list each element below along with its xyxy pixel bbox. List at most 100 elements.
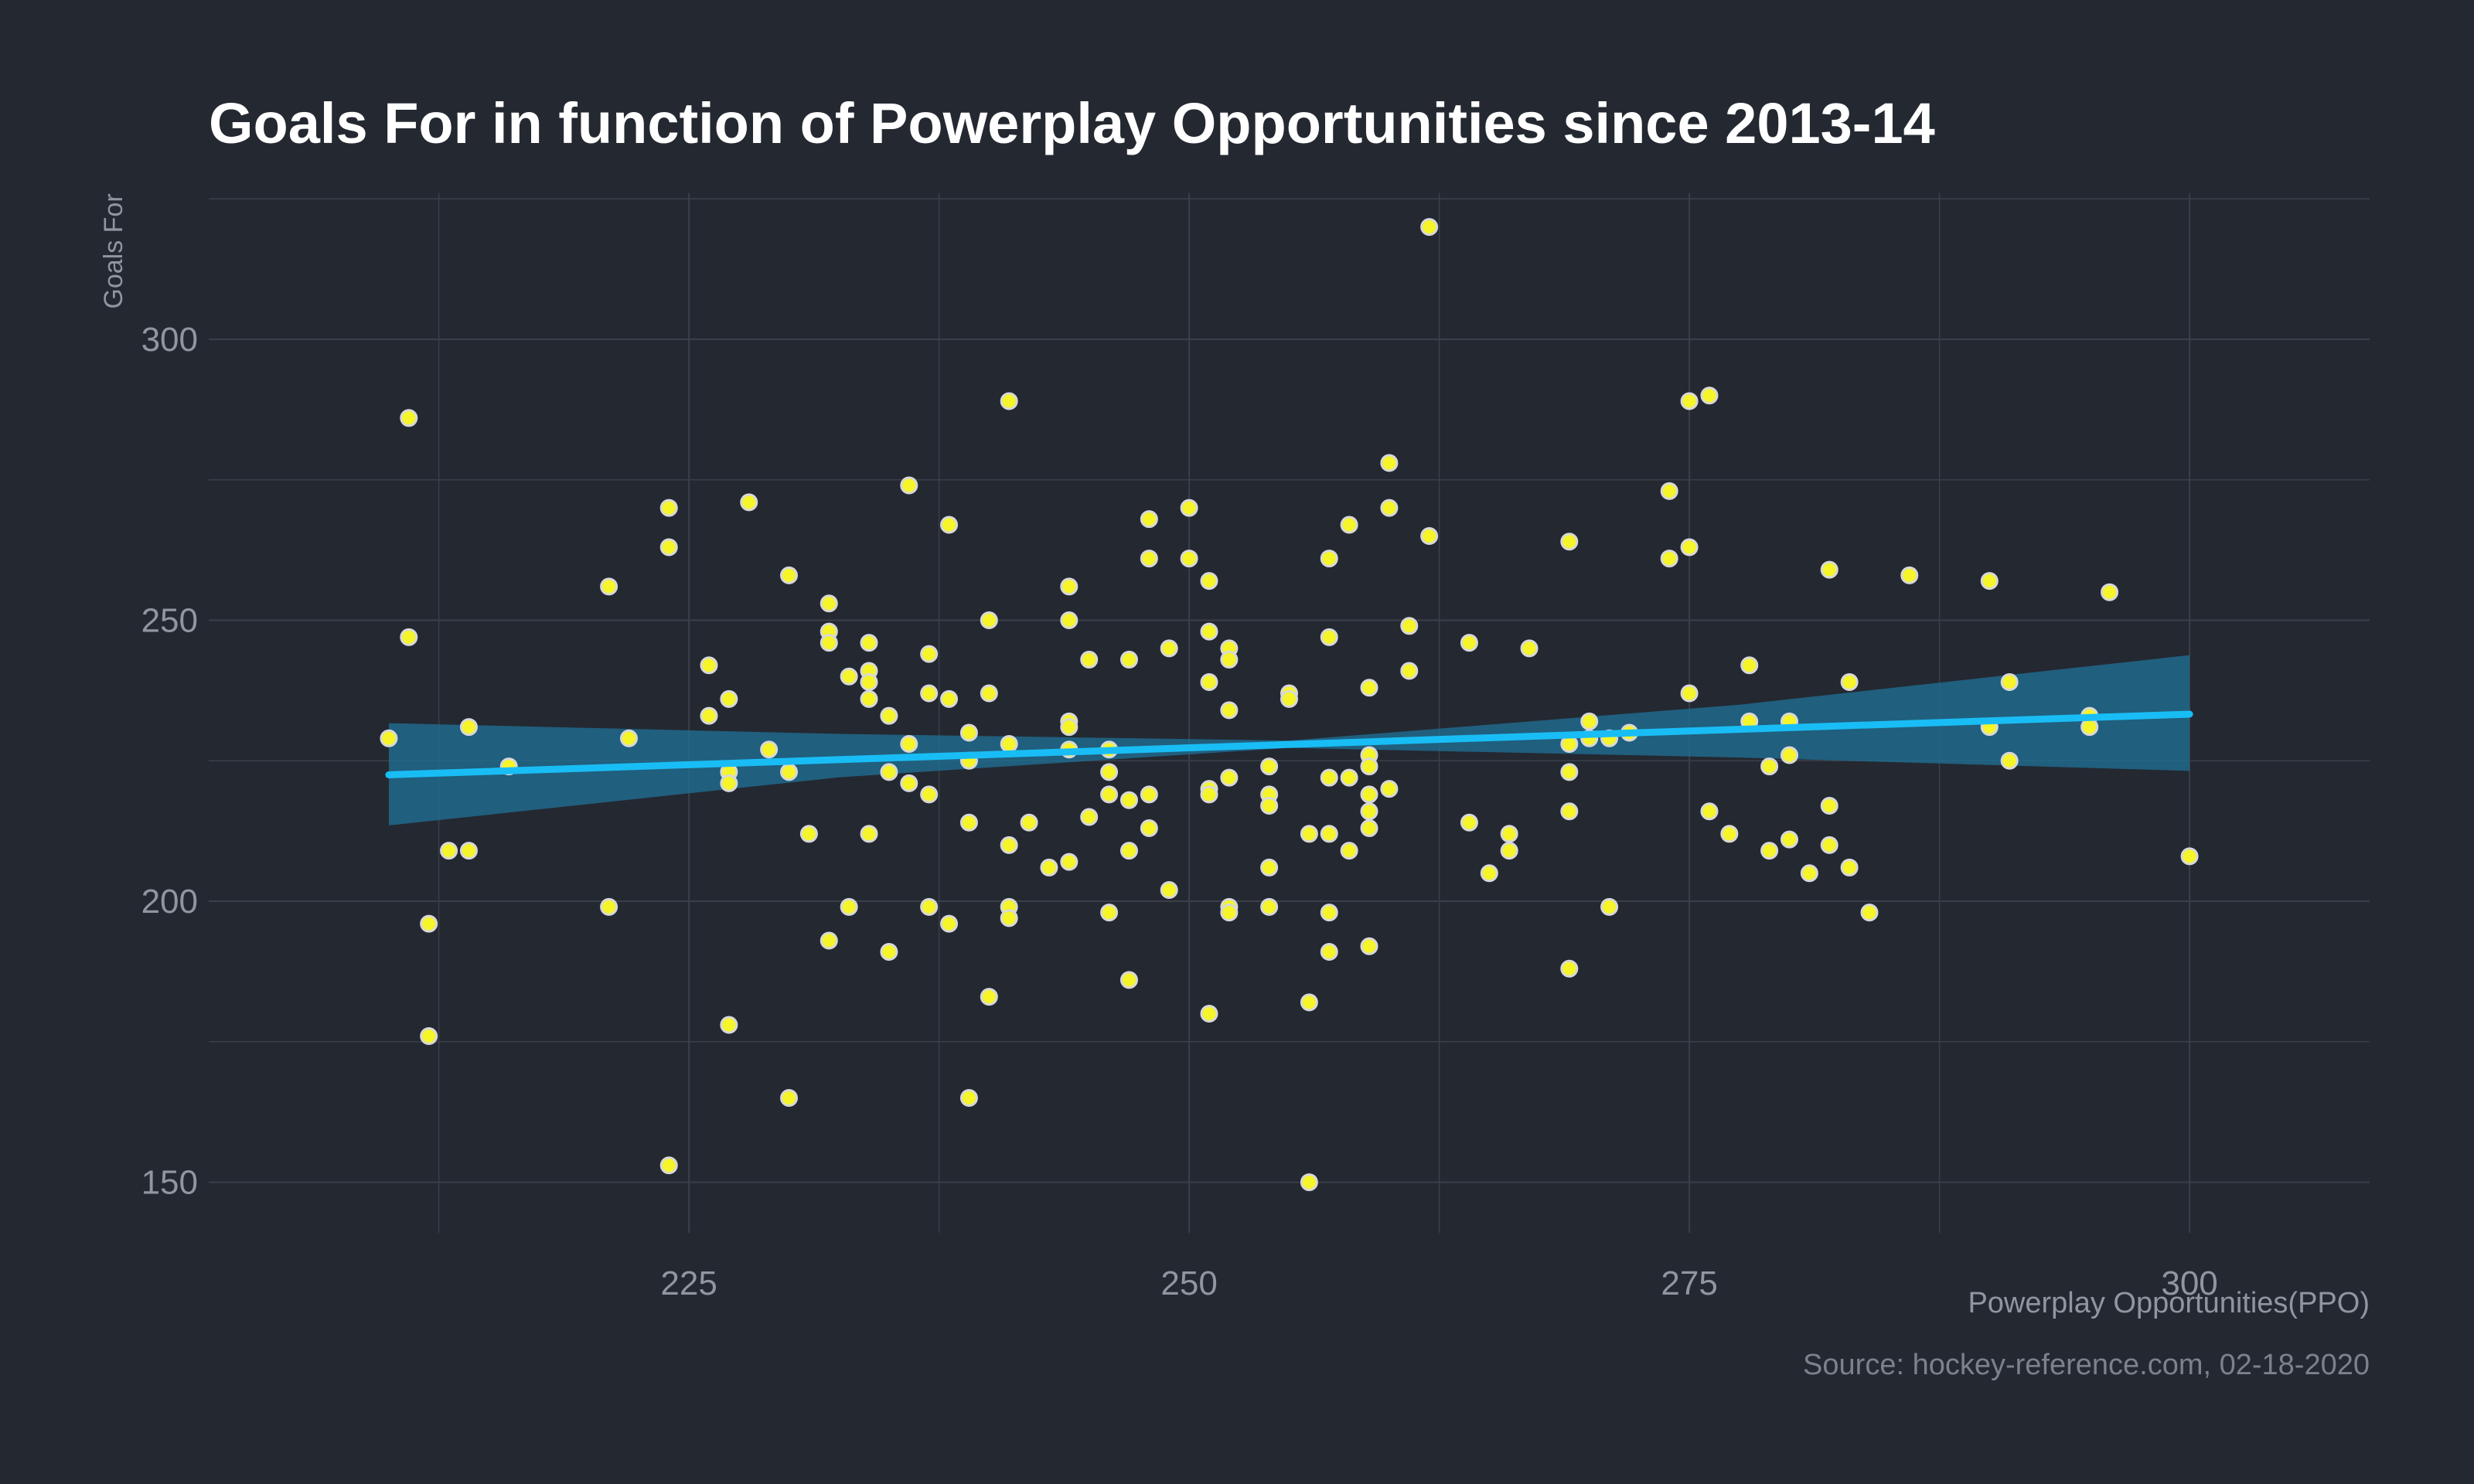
data-point <box>940 914 959 933</box>
data-point <box>920 785 939 804</box>
tick-labels: 225 250 275 300 150 200 250 300 <box>141 321 2218 1302</box>
data-point <box>1560 959 1579 978</box>
data-point <box>2180 847 2199 866</box>
trend-line <box>385 710 2193 778</box>
data-point <box>1080 650 1099 669</box>
data-point <box>1360 785 1378 804</box>
data-point <box>1119 842 1138 860</box>
data-point <box>1580 712 1599 730</box>
chart-title: Goals For in function of Powerplay Oppor… <box>209 91 1935 155</box>
data-point <box>1740 656 1759 675</box>
data-point <box>1800 864 1818 883</box>
data-point <box>1320 942 1338 961</box>
data-point <box>860 825 878 843</box>
data-point <box>1140 785 1158 804</box>
data-point <box>1660 550 1678 568</box>
data-point <box>1119 971 1138 989</box>
data-point <box>820 931 838 950</box>
data-point <box>720 774 738 792</box>
data-point <box>1140 510 1158 529</box>
data-point <box>1300 993 1318 1012</box>
data-point <box>1420 526 1439 545</box>
data-point <box>980 988 998 1006</box>
data-point <box>1360 757 1378 776</box>
data-point <box>720 689 738 708</box>
data-point <box>459 842 478 860</box>
data-point <box>1300 825 1318 843</box>
data-point <box>1060 611 1079 630</box>
data-point <box>619 729 638 747</box>
data-point <box>900 734 918 753</box>
data-point <box>1700 802 1719 821</box>
data-point <box>700 706 718 725</box>
data-point <box>659 1156 678 1175</box>
data-point <box>1460 634 1478 652</box>
source-caption: Source: hockey-reference.com, 02-18-2020 <box>1803 1349 2370 1381</box>
data-point <box>1140 819 1158 838</box>
data-point <box>1260 897 1279 916</box>
data-point <box>1700 386 1719 405</box>
data-point <box>1500 825 1518 843</box>
data-point <box>760 740 779 759</box>
data-point <box>1360 802 1378 821</box>
data-point <box>2080 718 2099 737</box>
data-point <box>1060 577 1079 596</box>
data-point <box>600 897 618 916</box>
data-point <box>1220 701 1239 720</box>
data-point <box>1460 813 1478 832</box>
data-point <box>980 611 998 630</box>
data-point <box>860 689 878 708</box>
data-point <box>1340 516 1358 534</box>
data-point <box>1060 853 1079 871</box>
data-point <box>1320 768 1338 787</box>
regression-line <box>385 710 2193 778</box>
data-point <box>1320 904 1338 922</box>
data-point <box>1060 718 1079 737</box>
data-point <box>440 842 458 860</box>
data-point <box>940 516 959 534</box>
data-point <box>1340 768 1358 787</box>
x-tick-label: 250 <box>1160 1264 1217 1302</box>
y-axis-label: Goals For <box>99 193 128 308</box>
data-point <box>1600 897 1619 916</box>
data-point <box>1820 836 1838 854</box>
data-point <box>1280 689 1298 708</box>
data-point <box>1380 454 1399 472</box>
data-point <box>840 667 858 686</box>
data-point <box>1200 622 1218 641</box>
data-point <box>1220 904 1239 922</box>
data-point <box>1360 679 1378 697</box>
x-tick-label: 300 <box>2161 1264 2217 1302</box>
data-point <box>820 634 838 652</box>
data-point <box>1420 218 1439 237</box>
data-point <box>1380 499 1399 517</box>
data-point <box>659 499 678 517</box>
data-point <box>900 774 918 792</box>
data-point <box>400 628 418 646</box>
data-point <box>1980 572 1999 591</box>
data-point <box>860 634 878 652</box>
data-point <box>1100 763 1119 781</box>
x-tick-label: 275 <box>1661 1264 1717 1302</box>
y-tick-label: 300 <box>141 321 198 359</box>
data-points <box>380 218 2199 1192</box>
y-tick-label: 150 <box>141 1164 198 1202</box>
data-point <box>1900 566 1919 584</box>
data-point <box>1160 881 1178 900</box>
data-point <box>1360 819 1378 838</box>
data-point <box>959 723 978 742</box>
data-point <box>1400 662 1419 680</box>
data-point <box>920 897 939 916</box>
data-point <box>1260 757 1279 776</box>
data-point <box>860 673 878 692</box>
data-point <box>420 914 438 933</box>
data-point <box>1080 808 1099 826</box>
data-point <box>1000 836 1018 854</box>
data-point <box>780 566 799 584</box>
data-point <box>1720 825 1739 843</box>
data-point <box>1000 734 1018 753</box>
data-point <box>959 813 978 832</box>
data-point <box>1520 639 1539 658</box>
data-point <box>1180 550 1198 568</box>
